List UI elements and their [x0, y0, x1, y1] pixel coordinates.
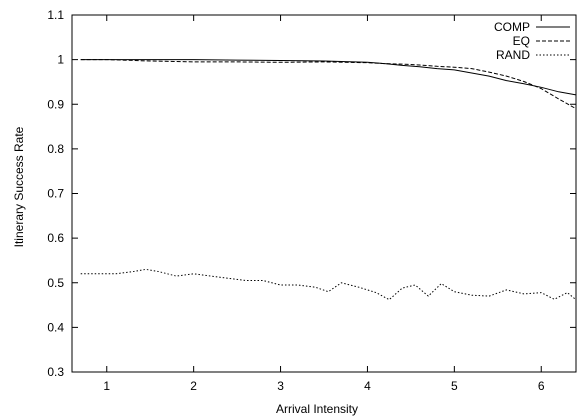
y-tick-label: 1.1: [47, 8, 64, 22]
plot-frame: [71, 14, 577, 373]
y-tick-label: 0.9: [47, 97, 64, 111]
x-tick-label: 6: [538, 379, 545, 393]
y-tick-label: 0.8: [47, 142, 64, 156]
plot-series: [80, 59, 577, 301]
y-tick-label: 1: [57, 53, 64, 67]
x-tick-label: 5: [451, 379, 458, 393]
y-axis-label: Itinerary Success Rate: [12, 126, 26, 247]
x-tick-label: 1: [103, 379, 110, 393]
x-tick-label: 4: [364, 379, 371, 393]
legend-label-rand: RAND: [496, 48, 530, 62]
y-tick-label: 0.7: [47, 187, 64, 201]
series-line-comp: [80, 59, 577, 96]
x-axis-label: Arrival Intensity: [276, 402, 358, 416]
legend-label-comp: COMP: [494, 20, 530, 34]
y-tick-label: 0.3: [47, 365, 64, 379]
x-tick-label: 2: [190, 379, 197, 393]
series-line-eq: [80, 59, 577, 110]
legend-label-eq: EQ: [513, 34, 530, 48]
y-tick-label: 0.4: [47, 320, 64, 334]
y-tick-label: 0.5: [47, 276, 64, 290]
x-tick-label: 3: [277, 379, 284, 393]
y-tick-label: 0.6: [47, 231, 64, 245]
series-line-rand: [80, 268, 577, 301]
axes: 1 2 3 4 5 6 0.3 0.4 0.5 0.6 0.7 0.8 0.9 1 1.1: [47, 8, 577, 393]
